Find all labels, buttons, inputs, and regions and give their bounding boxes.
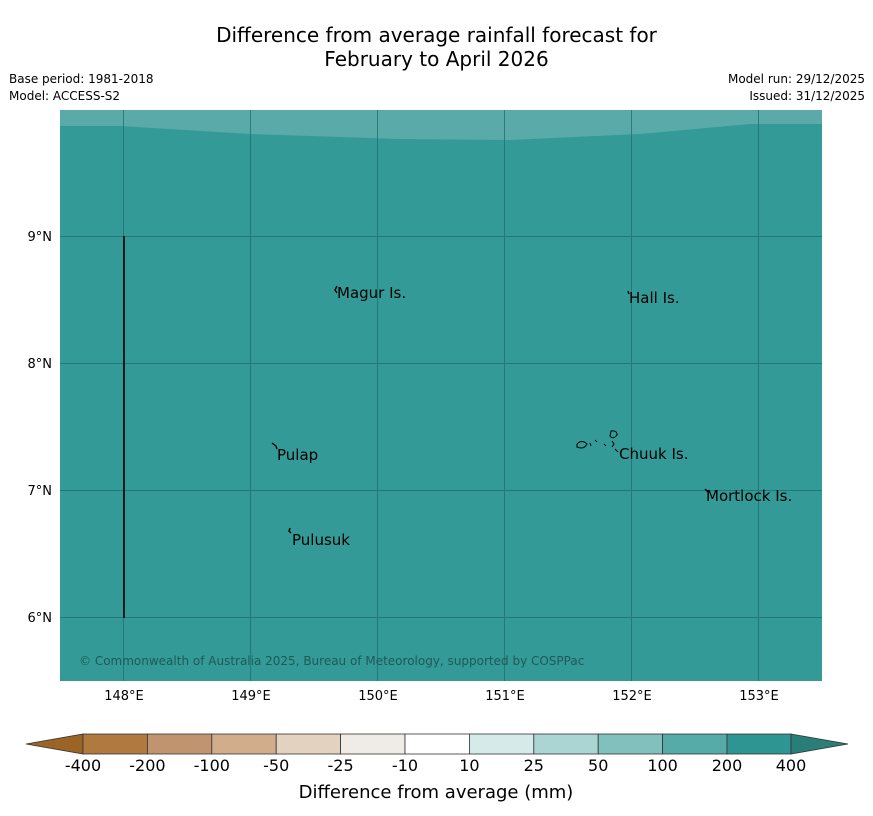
colorbar-bin-4: [275, 733, 342, 755]
copyright-notice: © Commonwealth of Australia 2025, Bureau…: [79, 654, 584, 668]
lon-label-153e: 153°E: [739, 689, 779, 704]
map-title-line-1: Difference from average rainfall forecas…: [216, 23, 657, 47]
colorbar: -400 -200 -100 -50 -25 -10 10 25 50 100 …: [25, 733, 849, 803]
islands: [271, 285, 709, 534]
lat-label-9n: 9°N: [28, 230, 53, 245]
graticule: [60, 110, 822, 681]
lat-label-7n: 7°N: [28, 484, 53, 499]
longitude-axis: 148°E 149°E 150°E 151°E 152°E 153°E: [104, 689, 779, 704]
colorbar-tick-label: -10: [392, 756, 418, 775]
lon-label-152e: 152°E: [612, 689, 652, 704]
colorbar-bin-8: [533, 733, 599, 755]
lat-label-6n: 6°N: [28, 611, 53, 626]
colorbar-bin-9: [597, 733, 664, 755]
place-hall-is: Hall Is.: [629, 289, 680, 307]
map-panel: Magur Is. Hall Is. Pulap Chuuk Is. Mortl…: [60, 110, 822, 681]
meta-right: Model run: 29/12/2025 Issued: 31/12/2025: [728, 71, 865, 105]
colorbar-tick-label: -100: [194, 756, 230, 775]
place-pulap: Pulap: [277, 446, 318, 464]
colorbar-tick-label: -400: [65, 756, 101, 775]
lon-label-149e: 149°E: [231, 689, 271, 704]
latitude-axis: 9°N 8°N 7°N 6°N: [28, 230, 53, 626]
island-pulusuk: [288, 527, 292, 534]
island-magur: [334, 285, 338, 294]
colorbar-tick-label: 100: [647, 756, 678, 775]
model-name: Model: ACCESS-S2: [9, 89, 121, 103]
lon-label-150e: 150°E: [358, 689, 398, 704]
meta-left: Base period: 1981-2018 Model: ACCESS-S2: [9, 71, 154, 105]
place-chuuk-is: Chuuk Is.: [619, 445, 688, 463]
place-pulusuk: Pulusuk: [292, 531, 350, 549]
colorbar-bin-10: [662, 733, 728, 755]
colorbar-bin-2: [146, 733, 213, 755]
place-magur-is: Magur Is.: [337, 284, 406, 302]
colorbar-tick-label: 400: [776, 756, 807, 775]
colorbar-under-arrow: [25, 733, 84, 755]
colorbar-tick-label: 10: [459, 756, 479, 775]
lon-label-148e: 148°E: [104, 689, 144, 704]
issued-date: Issued: 31/12/2025: [749, 89, 865, 103]
colorbar-tick-label: -25: [328, 756, 354, 775]
colorbar-tick-label: 200: [712, 756, 743, 775]
colorbar-bin-3: [211, 733, 277, 755]
colorbar-tick-label: -200: [129, 756, 165, 775]
colorbar-bin-5: [340, 733, 406, 755]
lat-label-8n: 8°N: [28, 357, 53, 372]
island-mortlock: [704, 488, 709, 493]
island-hall: [627, 290, 630, 295]
colorbar-bin-1: [82, 733, 148, 755]
map-background: [60, 110, 822, 681]
lon-label-151e: 151°E: [485, 689, 525, 704]
colorbar-bin-6: [404, 733, 470, 755]
colorbar-tick-label: 25: [524, 756, 544, 775]
island-chuuk-lagoon: [576, 430, 619, 453]
colorbar-over-arrow: [790, 733, 849, 755]
island-pulap: [271, 442, 278, 450]
base-period: Base period: 1981-2018: [9, 72, 154, 86]
colorbar-bin-7: [468, 733, 535, 755]
place-mortlock-is: Mortlock Is.: [706, 487, 792, 505]
colorbar-tick-label: -50: [263, 756, 289, 775]
model-run: Model run: 29/12/2025: [727, 72, 865, 86]
colorbar-title: Difference from average (mm): [299, 782, 574, 803]
colorbar-bin-11: [726, 733, 792, 755]
map-title-line-2: February to April 2026: [324, 47, 549, 71]
colorbar-tick-label: 50: [588, 756, 608, 775]
